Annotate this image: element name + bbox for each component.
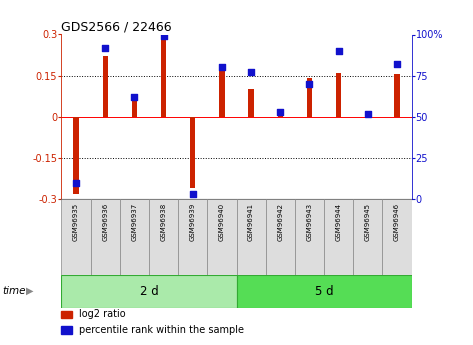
Bar <box>190 117 195 188</box>
Bar <box>382 199 412 275</box>
Bar <box>219 70 225 117</box>
Bar <box>207 199 236 275</box>
Point <box>131 94 138 100</box>
Bar <box>295 199 324 275</box>
Text: GSM96936: GSM96936 <box>102 203 108 241</box>
Bar <box>132 95 137 117</box>
Text: 5 d: 5 d <box>315 285 333 297</box>
Bar <box>61 199 91 275</box>
Bar <box>278 111 283 117</box>
Text: GSM96942: GSM96942 <box>277 203 283 241</box>
Text: GSM96945: GSM96945 <box>365 203 371 241</box>
Point <box>306 81 313 87</box>
Text: ▶: ▶ <box>26 286 34 296</box>
Bar <box>394 74 400 117</box>
Point <box>101 45 109 50</box>
Bar <box>91 199 120 275</box>
Point <box>160 33 167 39</box>
Point <box>364 111 372 116</box>
Text: GSM96938: GSM96938 <box>160 203 166 241</box>
Text: GSM96941: GSM96941 <box>248 203 254 241</box>
Bar <box>236 275 412 307</box>
Bar <box>336 73 341 117</box>
Text: log2 ratio: log2 ratio <box>79 309 126 319</box>
Text: GSM96939: GSM96939 <box>190 203 196 241</box>
Point <box>393 61 401 67</box>
Bar <box>120 199 149 275</box>
Bar <box>236 199 266 275</box>
Text: GSM96944: GSM96944 <box>335 203 342 241</box>
Bar <box>61 326 72 334</box>
Text: GSM96946: GSM96946 <box>394 203 400 241</box>
Text: time: time <box>2 286 26 296</box>
Bar <box>61 275 236 307</box>
Bar <box>103 57 108 117</box>
Bar <box>61 310 72 318</box>
Point <box>218 65 226 70</box>
Text: GSM96935: GSM96935 <box>73 203 79 241</box>
Point <box>189 191 197 197</box>
Point <box>276 109 284 115</box>
Bar <box>324 199 353 275</box>
Bar <box>307 78 312 117</box>
Bar <box>178 199 207 275</box>
Text: percentile rank within the sample: percentile rank within the sample <box>79 325 244 335</box>
Text: GSM96940: GSM96940 <box>219 203 225 241</box>
Point <box>72 180 80 186</box>
Bar <box>73 117 79 194</box>
Point <box>247 70 255 75</box>
Point <box>335 48 342 54</box>
Bar <box>149 199 178 275</box>
Bar <box>161 34 166 117</box>
Bar <box>266 199 295 275</box>
Bar <box>248 89 254 117</box>
Bar <box>365 114 370 117</box>
Text: GSM96937: GSM96937 <box>131 203 138 241</box>
Bar <box>353 199 382 275</box>
Text: 2 d: 2 d <box>140 285 158 297</box>
Text: GDS2566 / 22466: GDS2566 / 22466 <box>61 20 172 33</box>
Text: GSM96943: GSM96943 <box>307 203 313 241</box>
